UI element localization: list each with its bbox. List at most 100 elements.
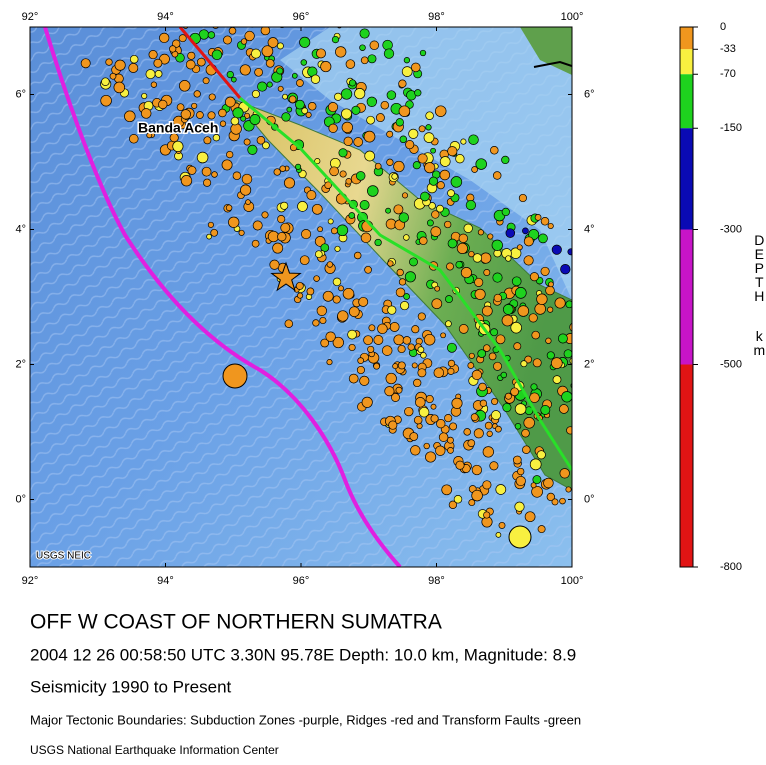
quake xyxy=(517,468,524,475)
quake xyxy=(349,344,355,350)
quake xyxy=(461,267,471,277)
quake xyxy=(270,260,279,269)
quake xyxy=(368,346,374,352)
quake xyxy=(404,57,410,63)
quake xyxy=(494,294,502,302)
quake xyxy=(292,73,297,78)
quake xyxy=(280,14,288,22)
quake xyxy=(413,379,421,387)
quake xyxy=(576,464,581,469)
quake xyxy=(114,82,125,93)
quake xyxy=(226,205,232,211)
quake xyxy=(606,360,616,370)
quake xyxy=(564,350,572,358)
quake xyxy=(535,214,541,220)
quake xyxy=(179,35,186,42)
quake xyxy=(159,33,169,43)
quake xyxy=(307,191,316,200)
quake xyxy=(487,431,493,437)
quake xyxy=(479,383,487,391)
quake xyxy=(598,466,604,472)
quake xyxy=(522,446,530,454)
quake xyxy=(515,404,526,415)
quake xyxy=(445,414,452,421)
quake xyxy=(469,353,474,358)
quake xyxy=(548,223,553,228)
quake xyxy=(208,12,216,20)
caption-event: 2004 12 26 00:58:50 UTC 3.30N 95.78E Dep… xyxy=(30,645,576,664)
quake xyxy=(616,408,627,419)
quake xyxy=(274,169,281,176)
quake xyxy=(483,447,494,458)
quake xyxy=(490,462,498,470)
quake xyxy=(448,368,454,374)
quake xyxy=(335,47,346,58)
quake xyxy=(537,451,545,459)
quake xyxy=(382,346,392,356)
quake xyxy=(501,372,507,378)
quake xyxy=(496,532,501,537)
caption-source: USGS National Earthquake Information Cen… xyxy=(30,743,279,757)
quake xyxy=(624,456,632,464)
quake xyxy=(348,330,357,339)
quake xyxy=(586,399,596,409)
quake xyxy=(220,121,226,127)
quake xyxy=(503,403,511,411)
quake xyxy=(524,256,533,265)
quake xyxy=(346,178,352,184)
quake xyxy=(257,136,265,144)
quake xyxy=(600,460,607,467)
depth-unit: km xyxy=(751,328,766,356)
quake xyxy=(582,438,589,445)
quake xyxy=(375,239,382,246)
quake xyxy=(483,345,490,352)
quake xyxy=(331,228,337,234)
quake xyxy=(622,322,631,331)
quake xyxy=(440,170,450,180)
quake xyxy=(454,495,462,503)
quake xyxy=(408,344,415,351)
quake xyxy=(197,58,205,66)
quake xyxy=(240,65,250,75)
quake xyxy=(314,276,320,282)
quake xyxy=(575,389,581,395)
quake xyxy=(204,137,211,144)
quake xyxy=(552,499,558,505)
quake xyxy=(240,185,250,195)
quake xyxy=(410,433,418,441)
quake xyxy=(211,10,219,18)
quake xyxy=(398,362,405,369)
quake xyxy=(244,139,250,145)
quake xyxy=(478,230,483,235)
quake xyxy=(625,474,634,483)
quake xyxy=(360,29,369,38)
quake xyxy=(475,278,483,286)
quake xyxy=(141,109,151,119)
quake xyxy=(106,59,113,66)
quake xyxy=(600,464,605,469)
quake xyxy=(239,230,244,235)
quake xyxy=(391,393,399,401)
quake xyxy=(605,320,616,331)
quake xyxy=(468,440,475,447)
quake xyxy=(142,93,147,98)
quake xyxy=(306,112,311,117)
quake xyxy=(448,147,457,156)
quake xyxy=(394,205,403,214)
quake xyxy=(551,358,562,369)
quake xyxy=(658,385,664,391)
quake xyxy=(628,454,636,462)
quake xyxy=(506,256,512,262)
quake xyxy=(399,279,406,286)
quake xyxy=(456,154,465,163)
quake xyxy=(574,272,583,281)
quake xyxy=(448,239,457,248)
quake xyxy=(623,382,630,389)
scale-label: -300 xyxy=(720,223,742,235)
quake xyxy=(657,445,664,452)
quake xyxy=(491,398,497,404)
quake xyxy=(268,38,278,48)
quake xyxy=(472,490,483,501)
quake xyxy=(549,282,554,287)
quake xyxy=(360,45,366,51)
